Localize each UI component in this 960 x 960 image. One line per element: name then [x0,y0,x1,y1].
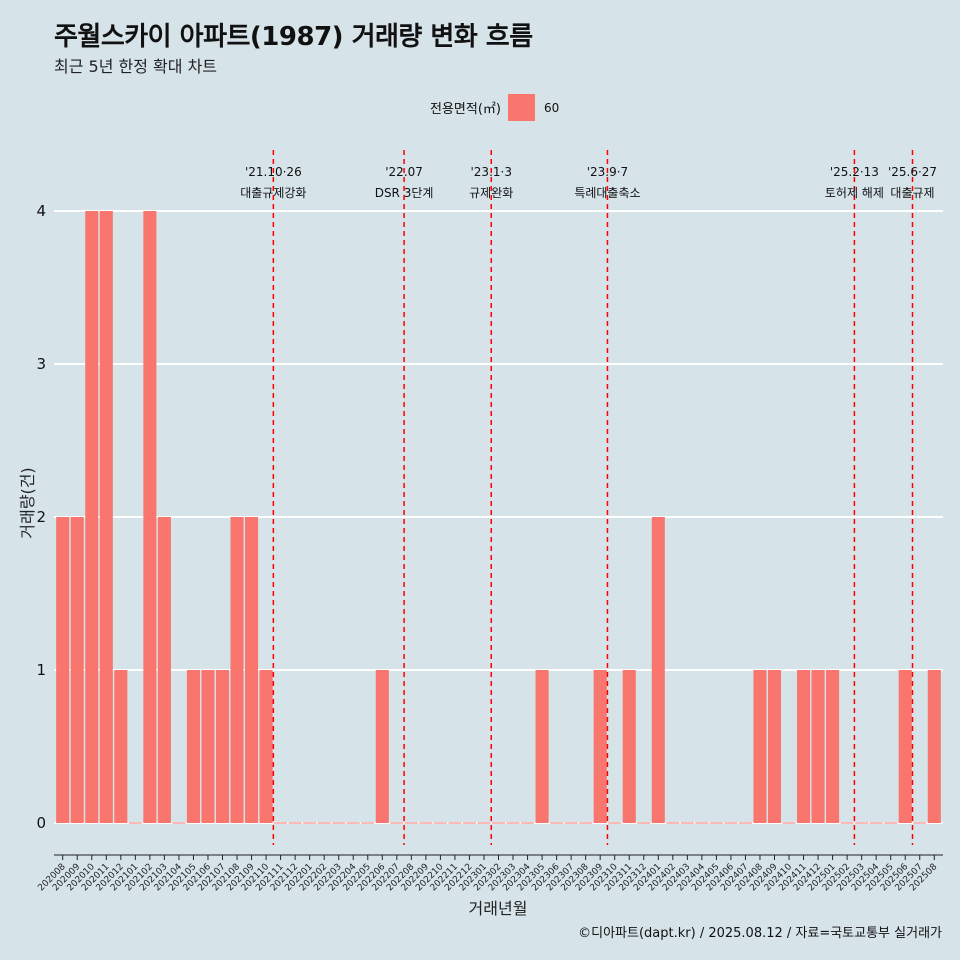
event-label: 토허제 해제 [825,186,884,200]
bars [56,211,941,824]
bar [114,670,128,823]
y-tick-label: 1 [36,661,46,679]
x-axis-title: 거래년월 [469,899,528,918]
bar [288,822,302,824]
bar [869,822,883,824]
bar [491,822,506,824]
bar [245,517,259,823]
bar [230,517,244,823]
legend: 전용면적(㎡) 60 [430,94,559,121]
bar [70,517,84,823]
bar [186,670,200,823]
y-tick-label: 0 [36,814,46,832]
event-label: 규제완화 [469,186,513,200]
bar [738,822,752,824]
bar [782,822,796,824]
y-axis-title: 거래량(건) [18,467,37,538]
bar [317,822,331,824]
legend-item-label: 60 [543,100,560,115]
bar [259,670,273,823]
bar [172,822,186,824]
source-caption: ©디아파트(dapt.kr) / 2025.08.12 / 자료=국토교통부 실… [578,926,942,941]
event-date-label: '23.9·7 [587,165,628,179]
bar [201,670,215,823]
bar [811,670,825,823]
bar [840,822,854,824]
bar [637,822,651,824]
bar [666,822,680,824]
bar [724,822,738,824]
bar [390,822,404,824]
bar [550,822,564,824]
legend-title: 전용면적(㎡) [430,102,501,117]
bar [346,822,360,824]
bar [332,822,346,824]
bar [274,822,288,824]
x-axis: 2020082020092020102020112020122021012021… [36,854,943,893]
bar [56,517,70,823]
y-tick-label: 3 [36,355,46,373]
event-date-label: '25.6·27 [888,165,937,179]
bar [215,670,230,823]
event-date-label: '22.07 [385,165,423,179]
event-date-label: '25.2·13 [830,165,879,179]
bar [695,822,709,824]
event-label: 특례대출축소 [574,186,640,200]
bar [651,517,665,823]
bar [419,822,433,824]
chart-title: 주월스카이 아파트(1987) 거래량 변화 흐름 [54,22,533,52]
bar [767,670,782,823]
bar [898,670,912,823]
event-label: 대출규제강화 [240,186,306,200]
bar [753,670,767,823]
bar [579,822,593,824]
bar [927,670,941,823]
bar [535,670,549,823]
y-tick-label: 4 [36,202,46,220]
bar [448,822,462,824]
bar [521,822,535,824]
event-lines: '21.10·26 대출규제강화 '22.07 DSR 3단계 '23.1·3 규제완화 '… [240,150,937,845]
bar [477,822,491,824]
y-tick-label: 2 [36,508,46,526]
bar [303,822,317,824]
event-date-label: '21.10·26 [245,165,302,179]
bar [157,517,171,823]
event-date-label: '23.1·3 [471,165,512,179]
bar [99,211,113,823]
event-label: 대출규제 [890,186,934,200]
bar [361,822,375,824]
bar [404,822,418,824]
bar [797,670,811,823]
bar [855,822,869,824]
bar [564,822,578,824]
event-label: DSR 3단계 [375,186,434,200]
bar [622,670,636,823]
bar [680,822,694,824]
bar [462,822,476,824]
bar [128,822,142,824]
bar [143,211,157,823]
chart-subtitle: 최근 5년 한정 확대 차트 [54,57,218,76]
bar [913,822,927,824]
legend-key-swatch [507,94,535,121]
bar [85,211,99,823]
bar [884,822,898,824]
bar [608,822,622,824]
bar [433,822,447,824]
y-axis: 0 1 2 3 4 [36,202,46,832]
bar [375,670,389,823]
bar [593,670,607,823]
bar [506,822,520,824]
bar [709,822,723,824]
bar [826,670,840,823]
